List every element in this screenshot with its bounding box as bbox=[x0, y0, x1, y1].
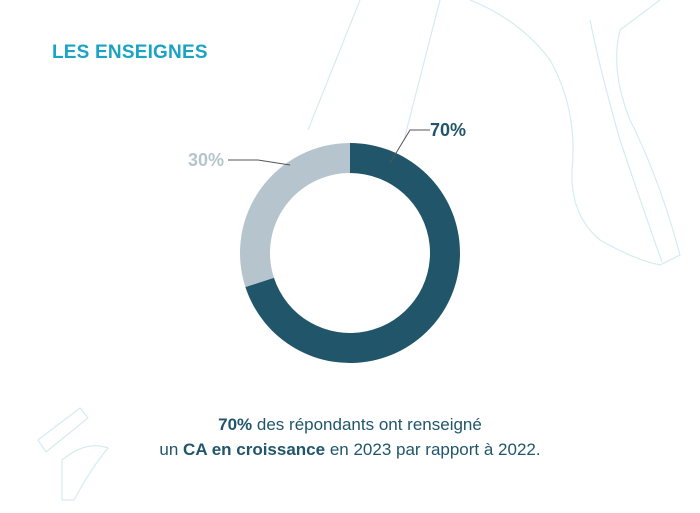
slice-label-70: 70% bbox=[430, 120, 466, 140]
deco-outline-inner bbox=[589, 19, 663, 263]
chart-caption: 70% des répondants ont renseigné un CA e… bbox=[0, 412, 700, 462]
slice-label-30: 30% bbox=[188, 150, 224, 170]
caption-line-1: 70% des répondants ont renseigné bbox=[0, 412, 700, 437]
caption-line-2: un CA en croissance en 2023 par rapport … bbox=[0, 437, 700, 462]
page-title: LES ENSEIGNES bbox=[52, 42, 208, 63]
deco-outline-large-right bbox=[403, 0, 441, 141]
leader-line-70 bbox=[389, 129, 430, 164]
caption-text-1: des répondants ont renseigné bbox=[252, 415, 482, 434]
deco-outline-wing bbox=[469, 0, 681, 266]
caption-text-2: en 2023 par rapport à 2022. bbox=[325, 440, 541, 459]
deco-outline-large bbox=[307, 0, 361, 131]
caption-prefix: un bbox=[159, 440, 184, 459]
deco-outline-small-2 bbox=[61, 445, 110, 501]
caption-highlight-growth: CA en croissance bbox=[183, 440, 326, 459]
deco-outline-small-1 bbox=[37, 407, 89, 453]
donut-slice-30 bbox=[240, 143, 350, 287]
leader-line-30 bbox=[228, 159, 291, 166]
caption-highlight-percent: 70% bbox=[218, 415, 253, 434]
